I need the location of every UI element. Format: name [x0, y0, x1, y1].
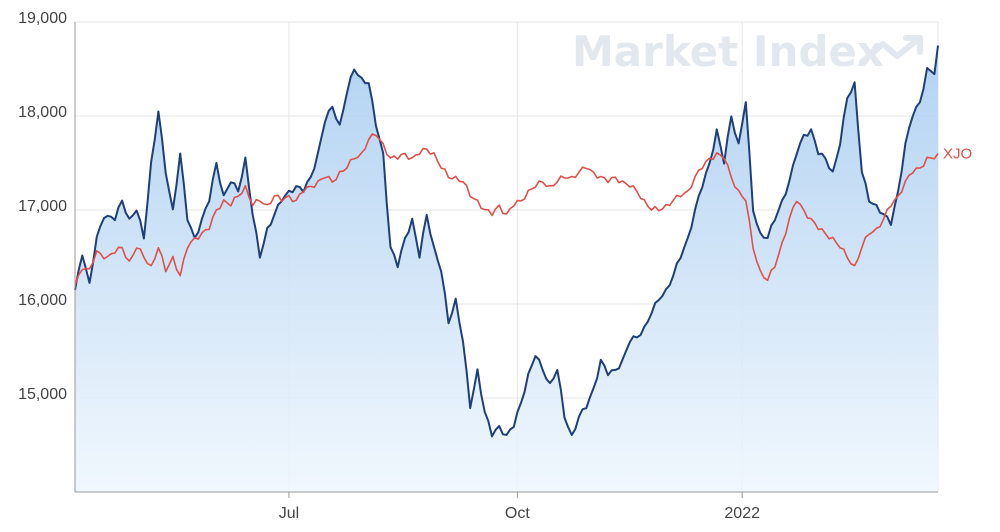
- watermark: Market Index: [572, 27, 923, 76]
- y-tick-label: 19,000: [18, 10, 67, 27]
- series-xjo-label: XJO: [943, 146, 972, 163]
- series-primary-line: [74, 45, 939, 438]
- x-tick-label: Oct: [505, 505, 530, 522]
- y-tick-label: 17,000: [18, 198, 67, 215]
- x-tick-label: Jul: [279, 505, 299, 522]
- y-tick-label: 18,000: [18, 104, 67, 121]
- series-xjo-line: [74, 133, 939, 286]
- series-labels: XJO: [943, 146, 972, 163]
- trend-up-icon: [859, 35, 923, 65]
- y-tick-label: 15,000: [18, 386, 67, 403]
- series-lines: [74, 45, 939, 438]
- x-tick-label: 2022: [724, 505, 760, 522]
- watermark-text: Market Index: [572, 27, 884, 76]
- area-fill-layer: [75, 45, 938, 492]
- axes: 15,000 16,000 17,000 18,000 19,000 Jul Oct 2022: [18, 10, 938, 522]
- series-primary-area: [75, 45, 938, 492]
- y-tick-label: 16,000: [18, 292, 67, 309]
